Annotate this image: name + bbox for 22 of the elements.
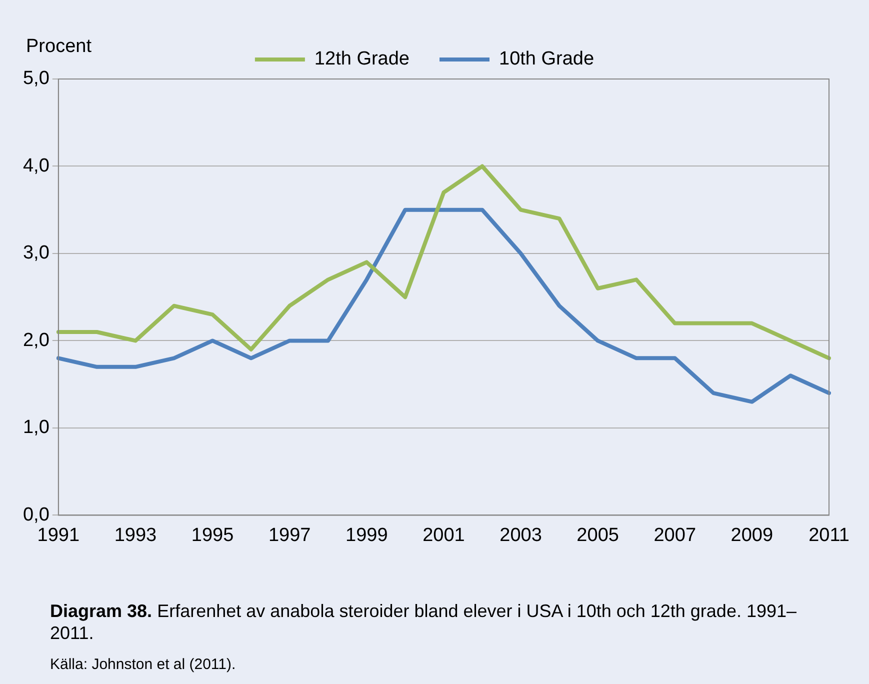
- x-tick-label: 2007: [654, 524, 696, 546]
- y-axis-title: Procent: [26, 36, 92, 58]
- x-tick-label: 2003: [500, 524, 542, 546]
- text: Källa: Johnston et al (2011).: [50, 656, 236, 673]
- x-tick-label: 1997: [268, 524, 311, 546]
- legend-label: 10th Grade: [499, 48, 594, 70]
- x-tick-label: 2011: [808, 524, 850, 546]
- x-tick-label: 2009: [730, 524, 774, 546]
- y-tick-label: 3,0: [22, 242, 50, 264]
- text: Diagram 38.: [50, 601, 152, 621]
- x-tick-label: 1993: [114, 524, 157, 546]
- y-tick-label: 0,0: [22, 504, 50, 526]
- y-tick-label: 1,0: [22, 417, 50, 438]
- x-tick-label: 1999: [346, 524, 388, 546]
- x-tick-label: 1991: [37, 524, 80, 546]
- legend-label: 12th Grade: [314, 48, 410, 70]
- x-tick-label: 2005: [576, 524, 619, 546]
- y-tick-label: 5,0: [22, 68, 50, 90]
- y-tick-label: 4,0: [22, 155, 50, 176]
- x-tick-label: 1995: [191, 524, 234, 546]
- y-tick-label: 2,0: [22, 330, 50, 351]
- x-tick-label: 2001: [422, 524, 465, 546]
